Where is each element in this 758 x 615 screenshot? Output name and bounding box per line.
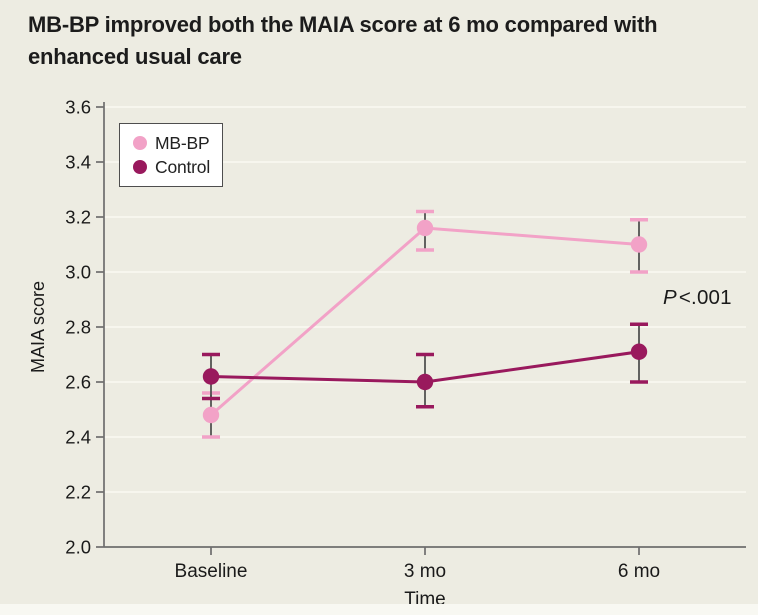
y-tick-label: 3.4 [65, 152, 91, 173]
figure-title: MB-BP improved both the MAIA score at 6 … [28, 9, 658, 73]
y-tick-label: 3.2 [65, 207, 91, 228]
y-tick-label: 2.4 [65, 427, 91, 448]
legend-item-control: Control [133, 157, 222, 178]
figure-title-line2: enhanced usual care [28, 44, 242, 69]
data-point-mb-bp [630, 236, 648, 253]
legend: MB-BP Control [119, 123, 223, 187]
legend-item-mbbp: MB-BP [133, 133, 222, 154]
p-symbol: P [663, 286, 677, 309]
p-value-text: <.001 [678, 286, 732, 309]
x-tick-label: 3 mo [404, 561, 446, 582]
y-tick-label: 3.6 [65, 97, 91, 118]
data-point-control [416, 373, 434, 391]
y-axis-title: MAIA score [28, 281, 48, 373]
y-tick-label: 2.6 [65, 372, 91, 393]
legend-label-mbbp: MB-BP [155, 132, 210, 153]
legend-label-control: Control [155, 156, 211, 177]
data-point-mb-bp [416, 219, 434, 237]
figure-title-line1: MB-BP improved both the MAIA score at 6 … [28, 12, 658, 37]
data-point-control [202, 368, 220, 385]
y-tick-label: 2.0 [65, 537, 91, 558]
y-tick-label: 2.2 [65, 482, 91, 503]
x-tick-label: Baseline [175, 561, 248, 582]
legend-dot-control-icon [133, 160, 147, 174]
y-tick-label: 2.8 [65, 317, 91, 338]
legend-dot-mbbp-icon [133, 136, 147, 150]
data-point-mb-bp [202, 406, 220, 424]
data-point-control [630, 343, 648, 360]
p-value-annotation: P<.001 [663, 286, 732, 310]
bottom-strip [0, 604, 758, 615]
y-tick-label: 3.0 [65, 262, 91, 283]
x-tick-label: 6 mo [618, 561, 660, 582]
